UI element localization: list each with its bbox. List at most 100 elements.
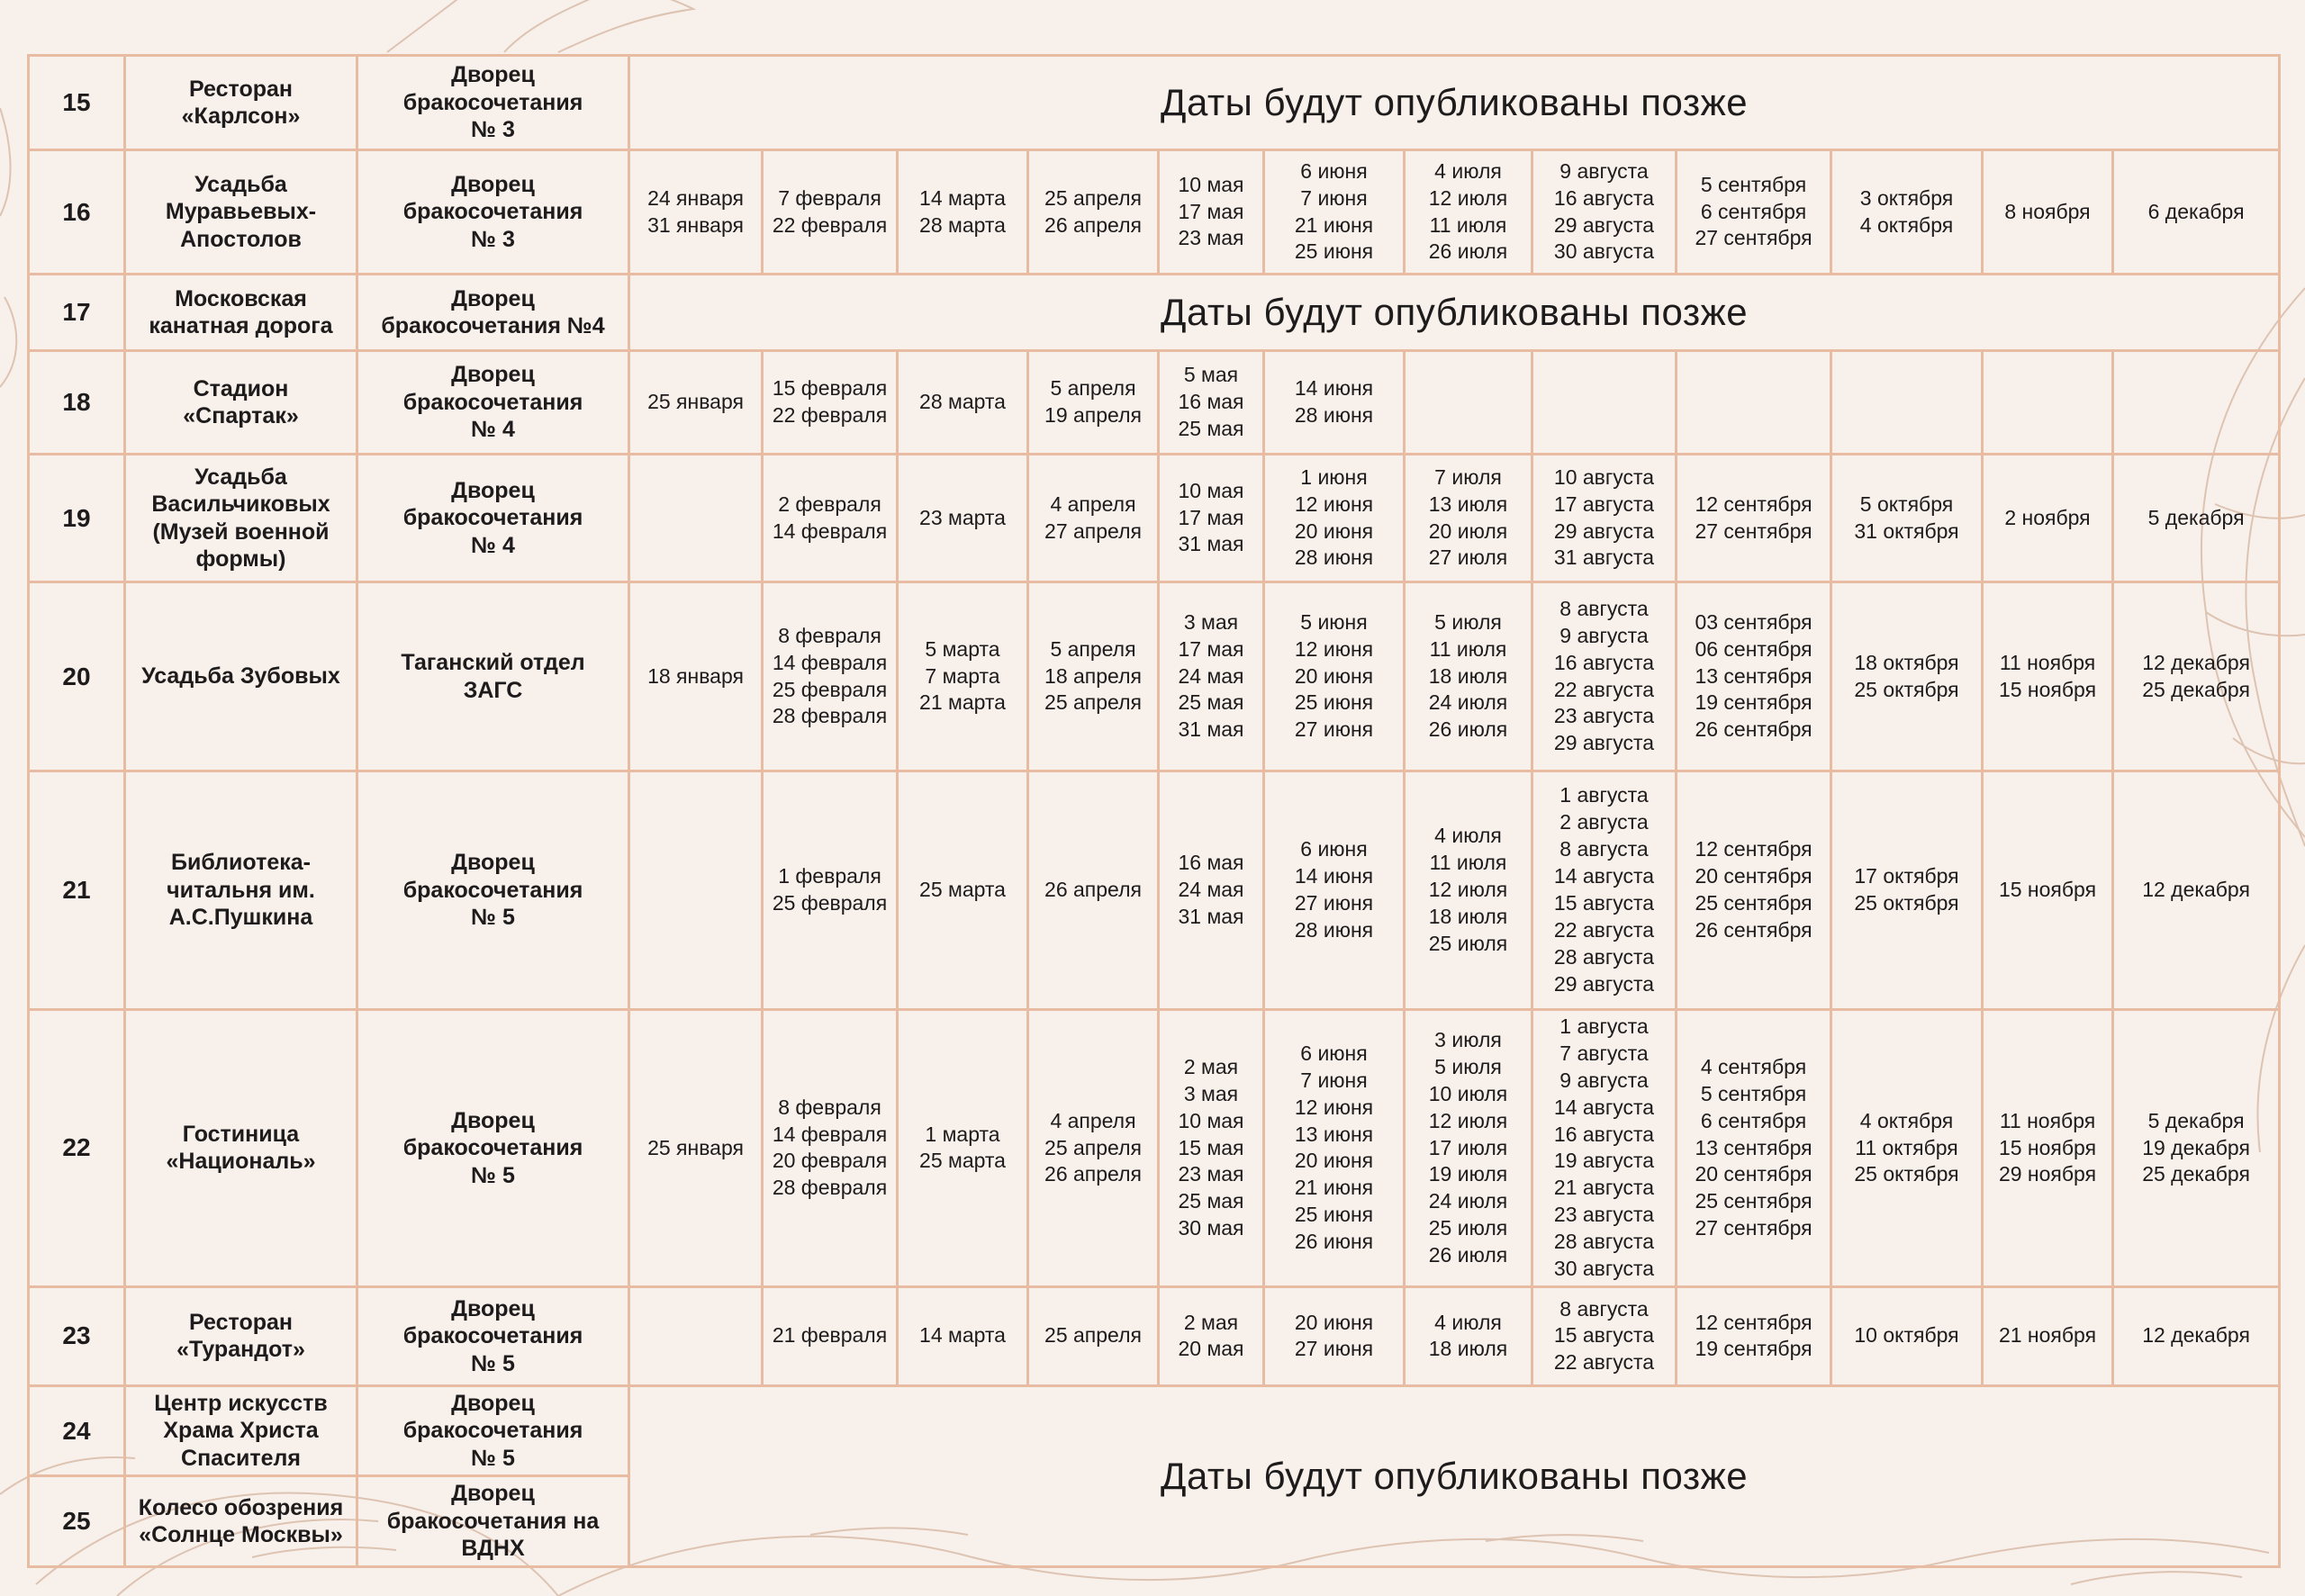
date-entry: 16 августа — [1553, 650, 1655, 674]
palace-cell: Дворец бракосочетания № 5 — [356, 1008, 630, 1288]
month-dates-cell: 1 февраля 25 февраля — [761, 770, 899, 1011]
date-entry: 14 августа — [1553, 1095, 1655, 1119]
date-entry: 7 июня — [1300, 1068, 1368, 1092]
palace-cell: Дворец бракосочетания № 4 — [356, 453, 630, 583]
date-entry: 17 июля — [1428, 1135, 1508, 1159]
date-entry: 1 марта — [925, 1122, 1000, 1146]
date-entry: 24 июля — [1428, 1189, 1508, 1213]
row-number-cell: 20 — [27, 581, 126, 772]
palace-cell: Дворец бракосочетания № 3 — [356, 54, 630, 151]
date-entry: 17 мая — [1178, 636, 1244, 661]
date-entry: 6 июня — [1300, 158, 1368, 183]
month-dates-cell: 5 апреля 18 апреля 25 апреля — [1026, 581, 1160, 772]
row-number-cell: 18 — [27, 349, 126, 455]
date-entry: 25 июня — [1294, 239, 1374, 264]
date-entry: 10 мая — [1178, 1108, 1244, 1132]
month-dates-cell: 24 января 31 января — [628, 149, 764, 275]
palace-cell: Таганский отдел ЗАГС — [356, 581, 630, 772]
date-entry: 9 августа — [1559, 623, 1649, 647]
date-entry: 27 июня — [1294, 717, 1374, 742]
month-dates-cell: 14 июня 28 июня — [1262, 349, 1406, 455]
date-entry: 13 сентября — [1695, 1135, 1812, 1159]
date-entry: 31 мая — [1178, 904, 1244, 928]
date-entry: 16 августа — [1553, 185, 1655, 210]
month-dates-cell: 1 июня 12 июня 20 июня 28 июня — [1262, 453, 1406, 583]
table-row: 22 Гостиница «Националь» Дворец бракосочет… — [27, 1008, 2282, 1288]
month-dates-cell: 25 января — [628, 1008, 764, 1288]
date-entry: 10 июля — [1428, 1081, 1508, 1105]
date-entry: 27 июля — [1428, 546, 1508, 570]
date-entry: 4 июля — [1434, 158, 1502, 183]
date-entry: 7 февраля — [778, 185, 881, 210]
date-entry: 25 сентября — [1695, 1189, 1812, 1213]
date-entry: 2 февраля — [778, 491, 881, 516]
date-entry: 4 сентября — [1700, 1054, 1807, 1078]
month-dates-cell — [1675, 349, 1832, 455]
date-entry: 28 августа — [1553, 944, 1655, 969]
date-entry: 18 июля — [1428, 904, 1508, 928]
date-entry: 20 июня — [1294, 518, 1374, 543]
date-entry: 12 декабря — [2142, 878, 2250, 902]
venue-cell: Московская канатная дорога — [123, 273, 358, 352]
date-entry: 12 декабря — [2142, 650, 2250, 674]
date-entry: 15 ноября — [1998, 878, 2097, 902]
month-dates-cell: 1 августа 2 августа 8 августа 14 августа 15 … — [1531, 770, 1677, 1011]
date-entry: 27 июня — [1294, 891, 1374, 915]
palace-cell: Дворец бракосочетания № 5 — [356, 770, 630, 1011]
date-entry: 27 июня — [1294, 1337, 1374, 1361]
table-row: 16 Усадьба Муравьевых- Апостолов Дворец бр… — [27, 149, 2282, 275]
month-dates-cell: 5 сентября 6 сентября 27 сентября — [1675, 149, 1832, 275]
date-entry: 19 августа — [1553, 1149, 1655, 1173]
date-entry: 26 апреля — [1044, 1162, 1142, 1186]
date-entry: 22 августа — [1553, 1350, 1655, 1375]
date-entry: 23 августа — [1553, 704, 1655, 728]
month-dates-cell: 10 октября — [1830, 1285, 1984, 1387]
schedule-table-body: 15 Ресторан «Карлсон» Дворец бракосочетани… — [27, 54, 2282, 1568]
palace-cell: Дворец бракосочетания № 5 — [356, 1384, 630, 1478]
date-entry: 15 февраля — [772, 376, 888, 401]
date-entry: 25 января — [647, 1135, 744, 1159]
date-entry: 4 октября — [1859, 1108, 1954, 1132]
venue-cell: Библиотека- читальня им. А.С.Пушкина — [123, 770, 358, 1011]
month-dates-cell — [1531, 349, 1677, 455]
date-entry: 21 марта — [919, 690, 1006, 715]
month-dates-cell: 03 сентября 06 сентября 13 сентября 19 сент… — [1675, 581, 1832, 772]
date-entry: 20 февраля — [772, 1149, 888, 1173]
dates-published-later-cell: Даты будут опубликованы позже — [627, 54, 2282, 151]
date-entry: 25 июня — [1294, 1203, 1374, 1227]
table-row: 24 Центр искусств Храма Христа Спасителя Д… — [27, 1384, 2282, 1568]
date-entry: 2 ноября — [2004, 505, 2091, 529]
month-dates-cell: 5 марта 7 марта 21 марта — [896, 581, 1029, 772]
date-entry: 5 октября — [1859, 491, 1954, 516]
date-entry: 14 февраля — [772, 518, 888, 543]
date-entry: 18 января — [647, 663, 744, 688]
row-number-cell: 17 — [27, 273, 126, 352]
date-entry: 29 августа — [1553, 212, 1655, 237]
date-entry: 26 июня — [1294, 1230, 1374, 1254]
date-entry: 25 декабря — [2142, 1162, 2250, 1186]
date-entry: 6 сентября — [1700, 1108, 1807, 1132]
date-entry: 12 июля — [1428, 1108, 1508, 1132]
date-entry: 8 августа — [1559, 837, 1649, 861]
date-entry: 12 июля — [1428, 185, 1508, 210]
date-entry: 15 мая — [1178, 1135, 1244, 1159]
date-entry: 12 июня — [1294, 491, 1374, 516]
date-entry: 5 сентября — [1700, 172, 1807, 196]
date-entry: 25 мая — [1178, 690, 1244, 715]
month-dates-cell: 2 ноября — [1981, 453, 2114, 583]
date-entry: 12 июня — [1294, 636, 1374, 661]
date-entry: 7 июня — [1300, 185, 1368, 210]
month-dates-cell: 12 декабря — [2111, 770, 2282, 1011]
date-entry: 25 апреля — [1044, 1135, 1142, 1159]
month-dates-cell: 25 марта — [896, 770, 1029, 1011]
date-entry: 26 июля — [1428, 1243, 1508, 1267]
month-dates-cell: 12 сентября 19 сентября — [1675, 1285, 1832, 1387]
date-entry: 25 июля — [1428, 1216, 1508, 1240]
month-dates-cell: 11 ноября 15 ноября — [1981, 581, 2114, 772]
month-dates-cell: 3 июля 5 июля 10 июля 12 июля 17 июля 19 июля… — [1403, 1008, 1533, 1288]
date-entry: 7 июля — [1434, 464, 1502, 489]
date-entry: 9 августа — [1559, 158, 1649, 183]
palace-cell: Дворец бракосочетания на ВДНХ — [356, 1474, 630, 1568]
date-entry: 12 сентября — [1695, 1310, 1812, 1334]
date-entry: 3 октября — [1859, 185, 1954, 210]
